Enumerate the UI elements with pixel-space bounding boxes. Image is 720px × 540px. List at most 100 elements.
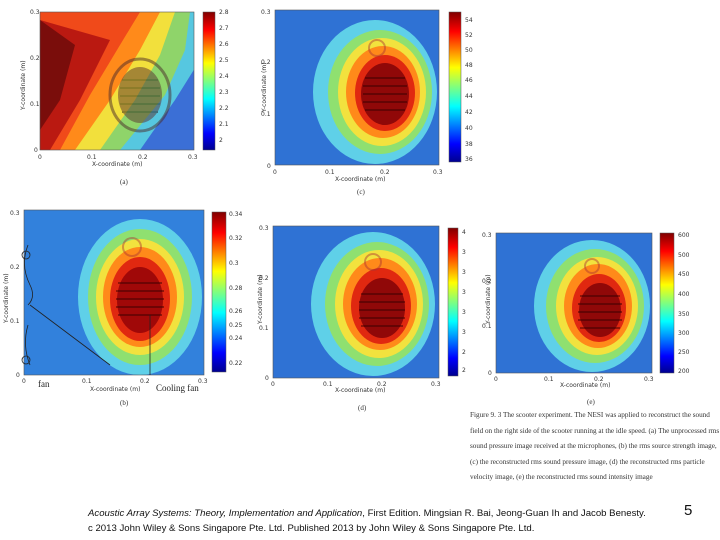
cb-tick: 46 [465, 77, 473, 84]
cb-tick: 54 [465, 17, 473, 24]
cb-tick: 450 [678, 271, 690, 278]
y-axis-label: Y-coordinate (m) [3, 273, 10, 324]
y-tick: 0.2 [261, 59, 271, 66]
colorbar-b-ticks: 0.34 0.32 0.3 0.28 0.26 0.25 0.24 0.22 [229, 211, 243, 367]
x-axis-label: X-coordinate (m) [90, 386, 140, 393]
panel-c-heatmap [275, 10, 439, 165]
y-tick: 0.2 [10, 264, 20, 271]
colorbar-c [448, 11, 462, 163]
annotation-sketch [21, 244, 151, 375]
y-tick: 0.1 [259, 325, 269, 332]
panel-a: 2.8 2.7 2.6 2.5 2.4 2.3 2.2 2.1 2 0.3 0.… [0, 0, 250, 190]
y-axis-label: Y-coordinate (m) [20, 60, 27, 111]
colorbar-e [659, 232, 675, 374]
cb-tick: 38 [465, 141, 473, 148]
cb-tick: 3 [462, 269, 466, 276]
y-tick: 0.2 [30, 55, 40, 62]
y-tick: 0 [16, 372, 20, 379]
figure-caption: Figure 9. 3 The scooter experiment. The … [470, 408, 720, 486]
panel-c-axes: 0.3 0.2 0.1 0 0 0.1 0.2 0.3 X-coordinate… [261, 9, 443, 196]
scooter-engine-overlay-c [363, 39, 407, 111]
panel-e-figure: 600 500 450 400 350 300 250 200 0.3 0.2 … [482, 232, 690, 406]
panel-e: 600 500 450 400 350 300 250 200 0.3 0.2 … [482, 228, 702, 408]
panel-label: (c) [357, 188, 365, 196]
cb-tick: 2.6 [219, 41, 229, 48]
y-tick: 0.2 [482, 278, 492, 285]
colorbar-d-ticks: 4 3 3 3 3 3 2 2 [462, 229, 466, 374]
cb-tick: 400 [678, 291, 690, 298]
x-tick: 0 [494, 376, 498, 383]
x-tick: 0 [273, 169, 277, 176]
scooter-engine-overlay-e [578, 258, 622, 329]
y-tick: 0.3 [10, 210, 20, 217]
panel-d-heatmap [273, 226, 439, 378]
y-tick: 0.3 [259, 225, 269, 232]
citation-line-2: c 2013 John Wiley & Sons Singapore Pte. … [88, 523, 535, 534]
cb-tick: 200 [678, 368, 690, 375]
panel-c: 54 52 50 48 46 44 42 40 38 36 0.3 0.2 0.… [255, 0, 505, 200]
x-tick: 0 [271, 381, 275, 388]
cb-tick: 300 [678, 330, 690, 337]
panel-d: 4 3 3 3 3 3 2 2 0.3 0.2 0.1 0 0 0.1 0.2 … [255, 222, 480, 414]
x-tick: 0.1 [544, 376, 554, 383]
cb-tick: 0.25 [229, 322, 243, 329]
panel-label: (a) [120, 178, 128, 186]
book-title: Acoustic Array Systems: Theory, Implemen… [88, 508, 363, 519]
colorbar-e-ticks: 600 500 450 400 350 300 250 200 [678, 232, 690, 375]
cb-tick: 50 [465, 47, 473, 54]
x-tick: 0.3 [644, 376, 654, 383]
cb-tick: 3 [462, 249, 466, 256]
x-tick: 0.2 [380, 169, 390, 176]
y-tick: 0.1 [10, 318, 20, 325]
x-tick: 0 [38, 154, 42, 161]
x-tick: 0.3 [198, 378, 208, 385]
cb-tick: 3 [462, 309, 466, 316]
cb-tick: 0.32 [229, 235, 243, 242]
colorbar-a-ticks: 2.8 2.7 2.6 2.5 2.4 2.3 2.2 2.1 2 [219, 9, 229, 144]
panel-e-axes: 0.3 0.2 0.1 0 0 0.1 0.2 0.3 X-coordinate… [482, 232, 654, 406]
cb-tick: 350 [678, 311, 690, 318]
x-axis-label: X-coordinate (m) [92, 161, 142, 168]
cb-tick: 0.34 [229, 211, 243, 218]
cb-tick: 3 [462, 329, 466, 336]
figure-label: Figure 9. 3 [470, 411, 502, 419]
citation-line-1: Acoustic Array Systems: Theory, Implemen… [88, 506, 688, 521]
x-tick: 0.2 [377, 381, 387, 388]
y-tick: 0.3 [261, 9, 271, 16]
cb-tick: 4 [462, 229, 466, 236]
x-tick: 0.3 [188, 154, 198, 161]
y-tick: 0 [488, 370, 492, 377]
panel-b-axes: 0.3 0.2 0.1 0 0 0.1 0.2 0.3 X-coordinate… [3, 210, 208, 407]
cb-tick: 2.8 [219, 9, 229, 16]
cb-tick: 0.24 [229, 335, 243, 342]
cb-tick: 600 [678, 232, 690, 239]
cb-tick: 2 [462, 349, 466, 356]
y-axis-label: Y-coordinate (m) [257, 274, 264, 325]
cb-tick: 2.5 [219, 57, 229, 64]
cb-tick: 42 [465, 109, 473, 116]
annotation-fan: fan [38, 379, 50, 389]
scooter-engine-overlay-b [116, 237, 164, 316]
y-tick: 0.2 [259, 275, 269, 282]
cb-tick: 2.4 [219, 73, 229, 80]
cb-tick: 250 [678, 349, 690, 356]
y-tick: 0.3 [482, 232, 492, 239]
panel-a-figure: 2.8 2.7 2.6 2.5 2.4 2.3 2.2 2.1 2 0.3 0.… [20, 9, 229, 186]
y-tick: 0.3 [30, 9, 40, 16]
x-tick: 0.3 [431, 381, 441, 388]
panel-d-figure: 4 3 3 3 3 3 2 2 0.3 0.2 0.1 0 0 0.1 0.2 … [257, 225, 466, 412]
panel-e-heatmap [496, 233, 652, 373]
cb-tick: 2.7 [219, 25, 229, 32]
scooter-engine-overlay-d [359, 253, 405, 327]
scooter-engine-overlay-a [108, 57, 172, 133]
y-tick: 0.1 [482, 323, 492, 330]
panel-label: (e) [587, 398, 595, 406]
colorbar-d [447, 227, 459, 377]
figure-caption-text: The scooter experiment. The NESI was app… [470, 411, 720, 482]
page-number: 5 [684, 502, 693, 519]
x-tick: 0.1 [323, 381, 333, 388]
cb-tick: 2.3 [219, 89, 229, 96]
y-tick: 0 [34, 147, 38, 154]
cb-tick: 3 [462, 289, 466, 296]
x-tick: 0.1 [82, 378, 92, 385]
